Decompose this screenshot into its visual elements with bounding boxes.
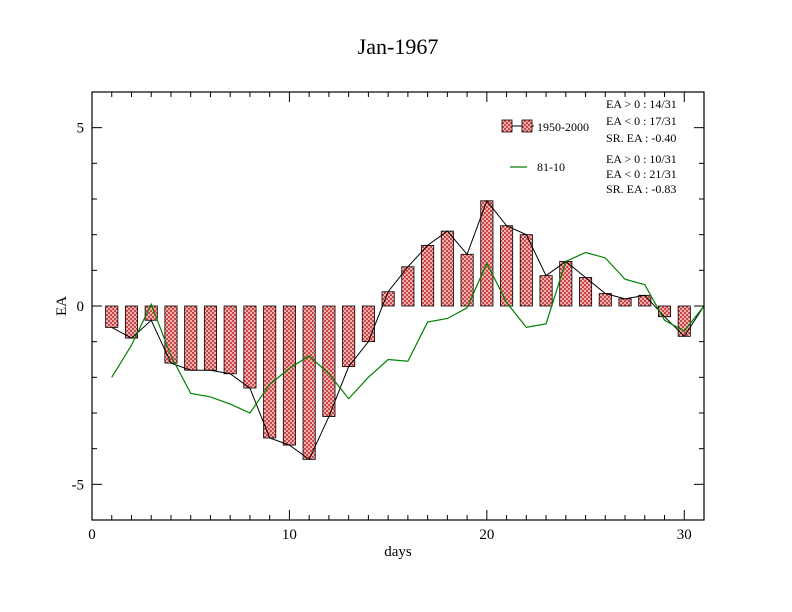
bar-day-20 [480,200,494,307]
legend-stat-1: EA > 0 : 14/31 [606,97,677,111]
bar-day-7 [223,305,237,375]
lines-group [111,199,705,461]
x-tick-label: 20 [479,527,494,543]
legend-label-81-10: 81-10 [537,160,565,174]
legend-stat-2: EA < 0 : 17/31 [606,114,677,128]
bar-day-17 [421,244,435,307]
legend-stat-3: SR. EA : -0.40 [606,131,676,145]
series-line-81-10 [111,251,705,414]
bar-day-11 [302,305,316,460]
bars-group [105,200,691,460]
series-line-1950-2000 [111,199,705,461]
bar-day-1 [105,305,119,328]
chart-title: Jan-1967 [358,34,439,59]
legend-bar-swatch-right [521,119,533,133]
legend-stat-5: EA < 0 : 21/31 [606,167,677,181]
legend-bar-swatch-left [501,119,513,133]
bar-day-10 [282,305,296,446]
bar-day-8 [243,305,257,389]
bar-day-23 [539,275,553,307]
x-axis-label: days [384,544,412,560]
bar-day-5 [184,305,198,371]
bar-day-14 [361,305,375,343]
x-tick-label: 0 [88,527,96,543]
bar-day-12 [322,305,336,417]
legend-stat-6: SR. EA : -0.83 [606,182,676,196]
bar-day-2 [124,305,139,339]
bar-day-24 [559,261,573,307]
legend-stat-4: EA > 0 : 10/31 [606,152,677,166]
bar-day-9 [263,305,277,439]
ticks-group: 0 10 20 30 5 0 -5 [72,92,704,543]
bar-day-6 [203,305,217,371]
bar-day-18 [440,230,454,307]
y-axis-label: EA [54,296,70,316]
legend: 1950-2000 EA > 0 : 14/31 EA < 0 : 17/31 … [501,97,677,196]
legend-label-1950-2000: 1950-2000 [537,120,589,134]
y-tick-label: -5 [72,477,85,493]
x-tick-label: 10 [282,527,297,543]
y-tick-label: 0 [77,299,85,315]
bar-day-22 [519,234,533,307]
bar-day-27 [618,298,632,307]
bar-day-13 [342,305,356,368]
x-tick-label: 30 [677,527,692,543]
bar-day-26 [598,293,612,307]
y-tick-label: 5 [77,121,85,137]
bar-day-25 [579,277,593,307]
